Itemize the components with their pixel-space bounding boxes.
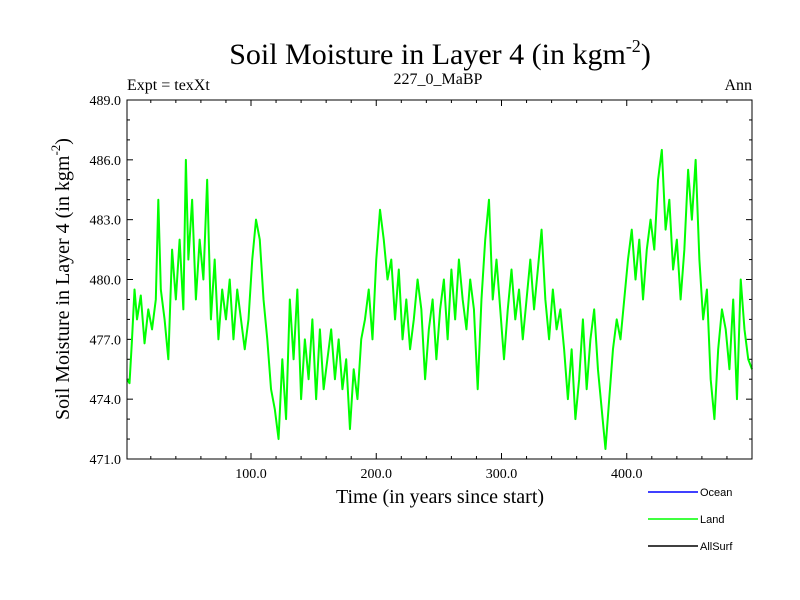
plot-frame — [126, 99, 753, 460]
y-tick-label: 486.0 — [90, 154, 122, 169]
subtitle-experiment: Expt = texXt — [127, 77, 210, 94]
y-axis-title: Soil Moisture in Layer 4 (in kgm-2) — [48, 138, 74, 420]
x-axis-title: Time (in years since start) — [336, 486, 544, 508]
y-tick-label: 480.0 — [90, 274, 122, 289]
plot-area: 471.0 474.0 477.0 480.0 483.0 486.0 489.0 100.0… — [90, 94, 753, 482]
chart-title: Soil Moisture in Layer 4 (in kgm-2) — [229, 36, 651, 71]
y-tick-label: 489.0 — [90, 94, 122, 109]
y-tick-label: 483.0 — [90, 214, 122, 229]
y-tick-label: 477.0 — [90, 333, 122, 348]
legend: Ocean Land AllSurf — [648, 487, 733, 553]
x-tick-label: 400.0 — [611, 467, 643, 482]
y-tick-label: 474.0 — [90, 393, 122, 408]
legend-label-land: Land — [700, 514, 724, 526]
subtitle-season: Ann — [724, 77, 752, 94]
y-tick-label: 471.0 — [90, 453, 122, 468]
x-tick-label: 300.0 — [486, 467, 518, 482]
legend-label-allsurf: AllSurf — [700, 541, 733, 553]
subtitle-period: 227_0_MaBP — [394, 71, 483, 88]
x-tick-label: 100.0 — [235, 467, 267, 482]
series-line-land — [126, 148, 753, 451]
legend-label-ocean: Ocean — [700, 487, 732, 499]
x-tick-label: 200.0 — [360, 467, 392, 482]
